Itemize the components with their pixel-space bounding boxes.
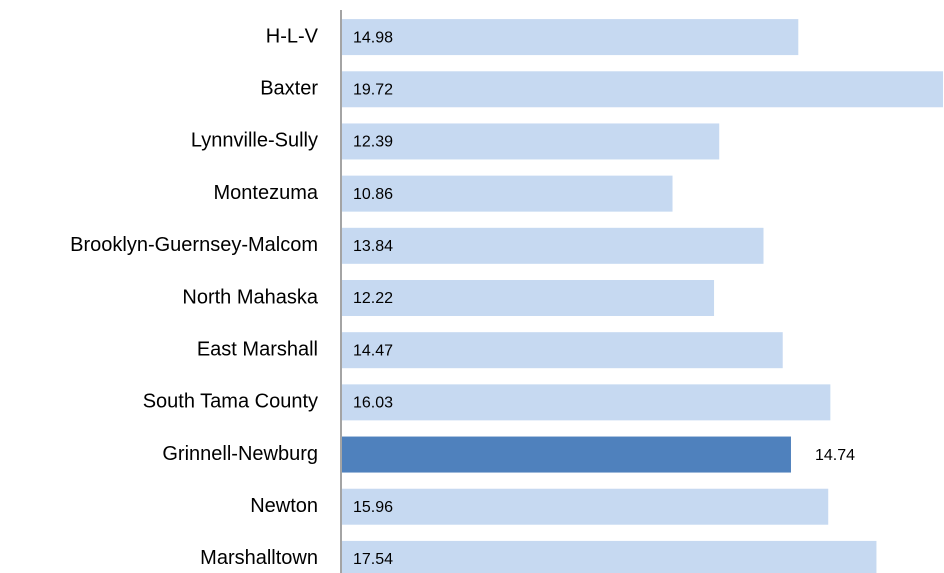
bar [342, 436, 791, 473]
data-label: 12.22 [353, 290, 393, 307]
bar [342, 332, 783, 369]
y-tick-label: Brooklyn-Guernsey-Malcom [70, 234, 318, 256]
bar [342, 384, 831, 421]
bar [342, 19, 799, 56]
bar [342, 123, 720, 160]
data-label: 15.96 [353, 499, 393, 516]
bar [342, 71, 943, 108]
bar [342, 280, 715, 316]
bar [342, 227, 764, 264]
data-label: 10.86 [353, 186, 393, 203]
data-label: 14.98 [353, 29, 393, 46]
bar [342, 540, 877, 573]
y-tick-label: H-L-V [266, 25, 319, 47]
y-tick-label: Montezuma [214, 182, 319, 204]
y-tick-label: East Marshall [197, 338, 318, 360]
y-tick-label: North Mahaska [182, 286, 318, 308]
bar [342, 488, 829, 525]
y-tick-label: South Tama County [143, 391, 318, 413]
y-tick-label: Lynnville-Sully [191, 130, 318, 152]
y-tick-label: Grinnell-Newburg [162, 443, 318, 465]
data-label: 17.54 [353, 551, 393, 568]
y-tick-label: Newton [250, 495, 318, 517]
y-tick-label: Marshalltown [200, 547, 318, 569]
data-label: 14.74 [815, 447, 855, 464]
y-tick-label: Baxter [260, 78, 318, 100]
bar [342, 175, 673, 212]
data-label: 19.72 [353, 81, 393, 98]
data-label: 16.03 [353, 395, 393, 412]
data-label: 13.84 [353, 238, 393, 255]
data-label: 12.39 [353, 134, 393, 151]
data-label: 14.47 [353, 342, 393, 359]
